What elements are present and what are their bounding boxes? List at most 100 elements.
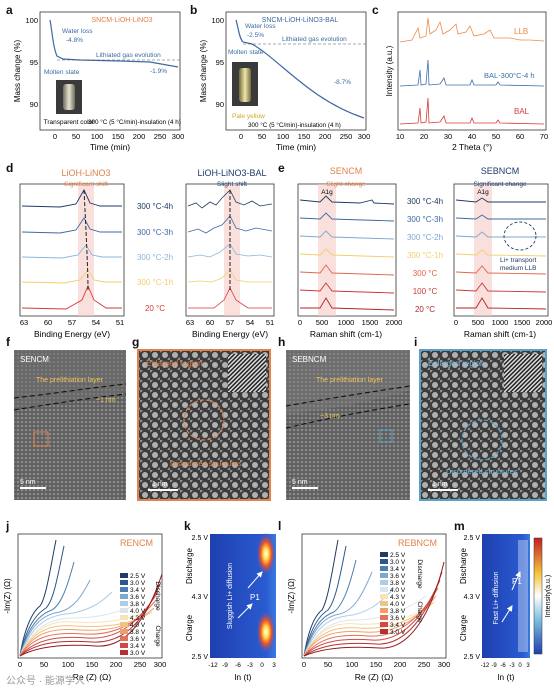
panel-a-xtick: 300 <box>172 132 185 141</box>
panel-f-layer-bottom <box>13 393 127 411</box>
panel-e-xtick: 500 <box>472 318 485 327</box>
panel-d-xlabel-right: Binding Energy (eV) <box>192 329 268 339</box>
panel-e-xtick: 2000 <box>536 318 553 327</box>
panel-letter-k: k <box>184 519 191 533</box>
panel-l-curve <box>303 545 347 657</box>
panel-e-xtick: 500 <box>316 318 329 327</box>
panel-m-xtick: 0 <box>518 663 522 669</box>
panel-e: SENCM Slight change SEBNCM Significant c… <box>297 166 553 339</box>
panel-d-right-trace <box>187 215 273 234</box>
panel-d-xtick: 54 <box>92 318 100 327</box>
panel-f-layer-top <box>13 383 127 399</box>
panel-l-legend-item: 3.8 V <box>390 608 406 615</box>
panel-l-legend-swatch <box>380 566 388 571</box>
panel-f-surface-band <box>14 350 126 408</box>
panel-e-left-trace <box>299 264 395 276</box>
panel-j-legend-swatch <box>120 629 128 634</box>
panel-e-left-trace <box>299 248 395 258</box>
panel-a: SNCM-LiOH-LiNO3 Mass change (%) 100 95 9… <box>13 11 185 152</box>
panel-k-xtick: -6 <box>235 662 241 669</box>
panel-e-xtick: 1500 <box>362 318 379 327</box>
panel-c-xtick: 60 <box>516 132 524 141</box>
panel-b-axes <box>225 11 367 131</box>
panel-e-right-trace <box>455 231 546 238</box>
panel-l-legend: 2.5 V 3.0 V 3.4 V 3.6 V 3.8 V 4.0 V 4.3 … <box>380 552 423 636</box>
panel-a-gas: Lithiated gas evolution <box>96 52 161 59</box>
panel-e-left-trace <box>299 212 395 222</box>
panel-l-legend-item: 3.6 V <box>390 573 406 580</box>
panel-d-left-sub: Significant shift <box>64 181 108 188</box>
panel-m-xticks: -12 -9 -6 -3 0 3 <box>481 663 531 669</box>
panel-k-xlabel: ln (t) <box>235 672 252 682</box>
panel-e-xlabel-left: Raman shift (cm-1) <box>310 329 382 339</box>
panel-b-vial <box>239 68 251 102</box>
panel-d-xtick: 54 <box>246 318 254 327</box>
panel-l: REBNCM -Im(Z) (Ω) 0 50 100 150 200 250 3… <box>287 533 450 682</box>
panel-c-bal-trace <box>399 97 545 125</box>
panel-l-curve <box>303 587 439 657</box>
panel-j-curve <box>19 591 113 657</box>
panel-h-zoom-box <box>379 429 393 443</box>
panel-l-legend-swatch <box>380 573 388 578</box>
panel-k: P1 Sluggish Li+ diffusion Discharge Char… <box>185 532 276 682</box>
panel-m-annot: Fast Li+ diffusion <box>493 571 500 624</box>
panel-h-layer-top <box>285 385 411 407</box>
panel-b-xtick: 200 <box>319 132 332 141</box>
panel-j-legend-swatch <box>120 650 128 655</box>
panel-k-xtick: 3 <box>272 662 276 669</box>
panel-d-xtick: 57 <box>226 318 234 327</box>
panel-g-scale-label: 1 nm <box>152 481 168 488</box>
panel-e-left-axes <box>297 183 397 317</box>
panel-k-xtick: -12 <box>208 662 218 669</box>
panel-l-legend-swatch <box>380 615 388 620</box>
panel-a-water: Water loss <box>62 28 93 35</box>
panel-letter-j: j <box>5 519 9 533</box>
watermark: 公众号 · 能源学人 <box>6 676 85 687</box>
panel-k-ytick: 2.5 V <box>192 654 209 661</box>
panel-j-legend-swatch <box>120 622 128 627</box>
panel-a-cond: 300 °C (5 °C/min)-insulation (4 h) <box>88 118 181 126</box>
panel-l-xtick: 150 <box>370 660 383 669</box>
panel-b: SNCM-LiOH-LiNO3-BAL Mass change (%) 100 … <box>199 11 370 152</box>
panel-j-xtick: 200 <box>110 660 123 669</box>
panel-j-xtick: 300 <box>154 660 167 669</box>
panel-letter-a: a <box>6 3 13 17</box>
panel-b-ytick: 100 <box>211 16 224 25</box>
panel-c-xticks: 10 20 30 40 50 60 70 <box>396 132 548 141</box>
panel-m-xtick: -6 <box>500 663 506 669</box>
panel-e-left-traces <box>299 195 395 311</box>
panel-b-xtick: 250 <box>340 132 353 141</box>
panel-j-legend-item: 3.4 V <box>130 643 146 650</box>
panel-e-xtick: 1000 <box>492 318 509 327</box>
panel-g-fft-inset <box>228 354 266 392</box>
panel-e-left-sub: Slight change <box>326 181 366 188</box>
panel-l-title: REBNCM <box>398 538 437 548</box>
panel-l-xtick: 200 <box>394 660 407 669</box>
panel-j-curve <box>19 573 163 657</box>
panel-j-legend-swatch <box>120 643 128 648</box>
panel-a-curve <box>49 19 179 68</box>
panel-a-ytick: 90 <box>30 100 38 109</box>
panel-e-left-trace <box>300 297 395 311</box>
panel-l-legend-item: 3.8 V <box>390 580 406 587</box>
panel-b-cond: 300 °C (5 °C/min)-insulation (4 h) <box>248 121 341 129</box>
panel-m-ylabel-top: Discharge <box>459 547 468 584</box>
panel-e-right-sub: Significant change <box>473 181 527 188</box>
panel-m-ytick: 2.5 V <box>464 654 481 661</box>
panel-i-disorder-circle <box>461 419 503 461</box>
panel-b-xtick: 100 <box>277 132 290 141</box>
panel-m-ytick: 2.5 V <box>464 535 481 542</box>
panel-c-xlabel: 2 Theta (°) <box>452 142 492 152</box>
panel-l-legend-item: 3.0 V <box>390 629 406 636</box>
panel-h-layer-bottom <box>285 403 411 429</box>
panel-g: Enlarged region Disordered structures 1 … <box>137 349 271 501</box>
panel-l-legend-swatch <box>380 601 388 606</box>
panel-e-left-xticks: 0 500 1000 1500 2000 <box>298 318 402 327</box>
panel-j-legend-item: 4.0 V <box>130 622 146 629</box>
panel-l-xtick: 50 <box>324 660 332 669</box>
panel-b-ytick: 95 <box>216 58 224 67</box>
panel-b-curve <box>235 19 365 119</box>
panel-c-xtick: 20 <box>420 132 428 141</box>
panel-j-axes <box>17 533 163 659</box>
panel-d-xtick: 51 <box>116 318 124 327</box>
